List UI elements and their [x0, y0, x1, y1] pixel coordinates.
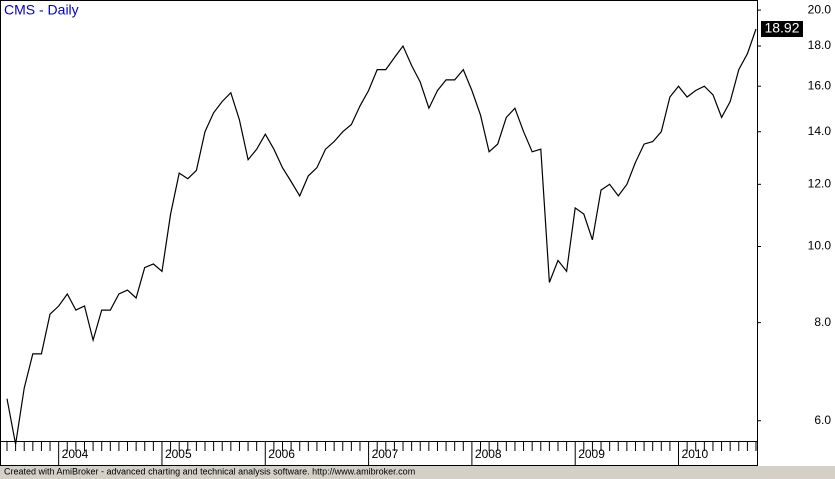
plot-frame	[0, 0, 758, 466]
x-tick-label: 2010	[682, 447, 709, 461]
price-line	[6, 28, 757, 445]
y-tick-label: 20.0	[808, 2, 832, 16]
y-tick-label: 16.0	[808, 78, 832, 92]
x-tick-label: 2006	[268, 447, 295, 461]
y-tick-label: 12.0	[808, 176, 832, 190]
last-value-box	[761, 21, 803, 38]
y-tick-label: 10.0	[808, 239, 832, 253]
last-value-label: 18.92	[764, 20, 799, 36]
x-tick-label: 2007	[372, 447, 399, 461]
x-tick-label: 2008	[475, 447, 502, 461]
x-tick-label: 2004	[62, 447, 89, 461]
y-tick-label: 8.0	[814, 315, 831, 329]
x-tick-label: 2009	[578, 447, 605, 461]
y-tick-label: 14.0	[808, 124, 832, 138]
y-tick-label: 18.0	[808, 38, 832, 52]
footer: Created with AmiBroker - advanced charti…	[4, 466, 415, 476]
x-tick-label: 2005	[165, 447, 192, 461]
chart-title: CMS - Daily	[4, 2, 79, 18]
y-tick-label: 6.0	[814, 413, 831, 427]
footer-band	[0, 466, 835, 479]
